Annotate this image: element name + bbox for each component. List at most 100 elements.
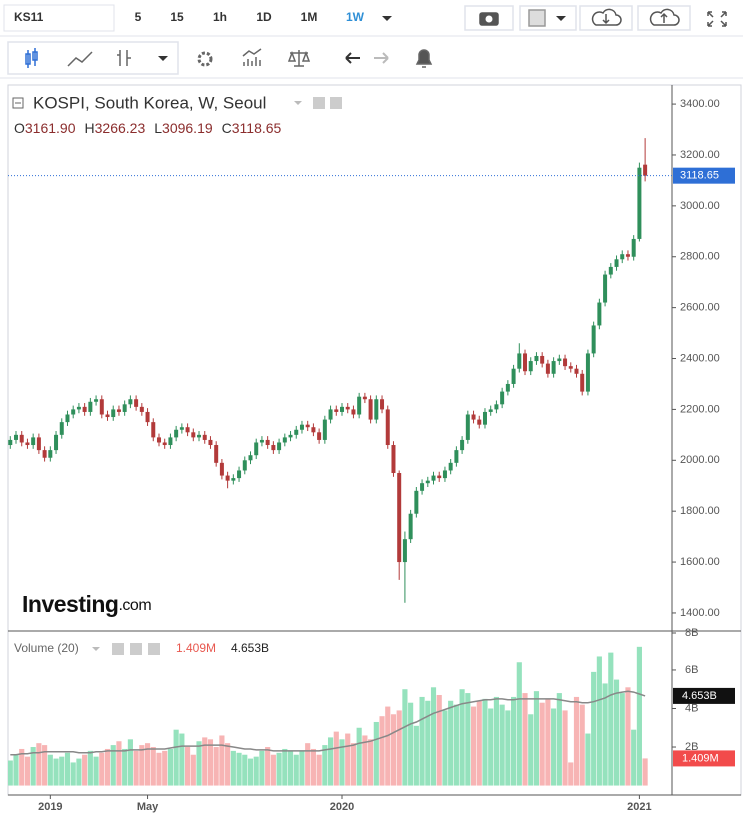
volume-legend-value: 1.409M (176, 641, 216, 655)
candle-body (214, 445, 219, 463)
candle-body (122, 404, 127, 412)
ohlc-key: L (154, 120, 162, 136)
volume-bar (625, 687, 631, 786)
volume-bar (356, 727, 362, 786)
compare-icon[interactable] (287, 50, 311, 67)
button[interactable] (579, 5, 633, 31)
candle-body (54, 434, 59, 451)
volume-bar (562, 710, 568, 786)
interval-button[interactable]: 5 (135, 10, 142, 24)
volume-bar (59, 756, 65, 786)
y-tick-label: 3200.00 (680, 149, 720, 161)
volume-bar (93, 756, 99, 786)
interval-caret[interactable] (382, 16, 392, 21)
volume-bar (53, 758, 59, 786)
volume-bar (87, 750, 93, 786)
overlay: 1400.00 1600.00 1800.00 2000.00 2200.00 2400.… (38, 98, 735, 813)
volume-bar (42, 745, 48, 786)
volume-title: Volume (20) (14, 641, 79, 655)
candle-body (82, 406, 87, 412)
candle-body (156, 437, 161, 443)
candle-body (408, 513, 413, 540)
interval-button[interactable]: 1h (213, 10, 227, 24)
undo-icon[interactable] (345, 52, 360, 64)
interval-button[interactable]: 1W (346, 10, 365, 24)
x-tick-label: May (137, 801, 159, 813)
candle-body (368, 399, 373, 420)
volume-bar (196, 741, 202, 786)
volume-bar (259, 750, 265, 786)
candle-body (425, 480, 430, 484)
volume-bar (596, 656, 602, 786)
candle-body (48, 450, 53, 458)
x-tick-label: 2020 (330, 801, 354, 813)
symbol[interactable]: KS11 (14, 10, 44, 24)
volume-bar (190, 754, 196, 786)
volume-bar (408, 702, 414, 786)
fullscreen-icon[interactable] (707, 11, 727, 27)
button[interactable] (637, 5, 691, 31)
ma-legend-value: 4.653B (231, 641, 269, 655)
candle-body (362, 396, 367, 400)
price-pane (8, 138, 672, 603)
volume-bar (99, 752, 105, 786)
candle-body (116, 409, 121, 412)
symbol-box[interactable] (3, 4, 115, 32)
candle-body (59, 422, 64, 435)
candle-body (242, 460, 247, 471)
candle-body (139, 406, 144, 412)
volume-bar (185, 747, 191, 786)
close-icon[interactable] (148, 643, 160, 655)
caret[interactable] (294, 101, 302, 105)
ohlc-value: 3266.23 (95, 120, 146, 136)
color-icon[interactable] (528, 9, 546, 27)
volume-bar (110, 745, 116, 786)
volume-bar (322, 745, 328, 786)
interval-button[interactable]: 15 (170, 10, 184, 24)
cloud-upload-icon[interactable] (649, 8, 680, 26)
volume-bar (482, 698, 488, 786)
gear-icon[interactable] (130, 643, 142, 655)
indicator-icon[interactable] (117, 50, 131, 66)
caret[interactable] (92, 647, 100, 651)
camera-lens (485, 15, 493, 23)
line-icon[interactable] (67, 51, 93, 67)
volume-bar (613, 679, 620, 786)
candle-body (288, 434, 293, 438)
volume-bar (133, 750, 139, 786)
candle-body (202, 434, 207, 440)
button[interactable] (464, 5, 514, 31)
volume-bar (76, 758, 82, 786)
button[interactable] (519, 5, 577, 31)
eye-icon[interactable] (112, 643, 124, 655)
caret[interactable] (158, 56, 168, 61)
y-tick-label: 2400.00 (680, 352, 720, 364)
alert-icon[interactable] (415, 49, 433, 68)
candle-body (494, 404, 499, 410)
ohlc-key: O (14, 120, 25, 136)
volume-bar (470, 706, 477, 786)
interval-button[interactable]: 1M (301, 10, 318, 24)
y-tick-label: 2200.00 (680, 403, 720, 415)
volume-bar (642, 758, 648, 786)
last-price-label: 3118.65 (680, 170, 719, 182)
gear-icon[interactable] (330, 97, 342, 109)
collapse-icon[interactable] (12, 97, 24, 109)
volume-bar (505, 710, 511, 786)
redo-icon[interactable] (374, 52, 389, 64)
candle-body (322, 419, 327, 440)
volume-bar (573, 696, 580, 786)
studies-icon[interactable] (242, 48, 262, 66)
volume-bar (213, 747, 219, 786)
eye-icon[interactable] (313, 97, 325, 109)
candle-body (134, 399, 139, 407)
interval-button[interactable]: 1D (256, 10, 272, 24)
cloud-download-icon[interactable] (591, 8, 622, 26)
volume-badge-label: 1.409M (682, 752, 719, 764)
candles-icon[interactable] (25, 48, 38, 68)
caret[interactable] (556, 16, 566, 21)
candle-body (8, 439, 13, 446)
settings-icon[interactable] (197, 51, 213, 67)
candle-body (500, 391, 505, 405)
